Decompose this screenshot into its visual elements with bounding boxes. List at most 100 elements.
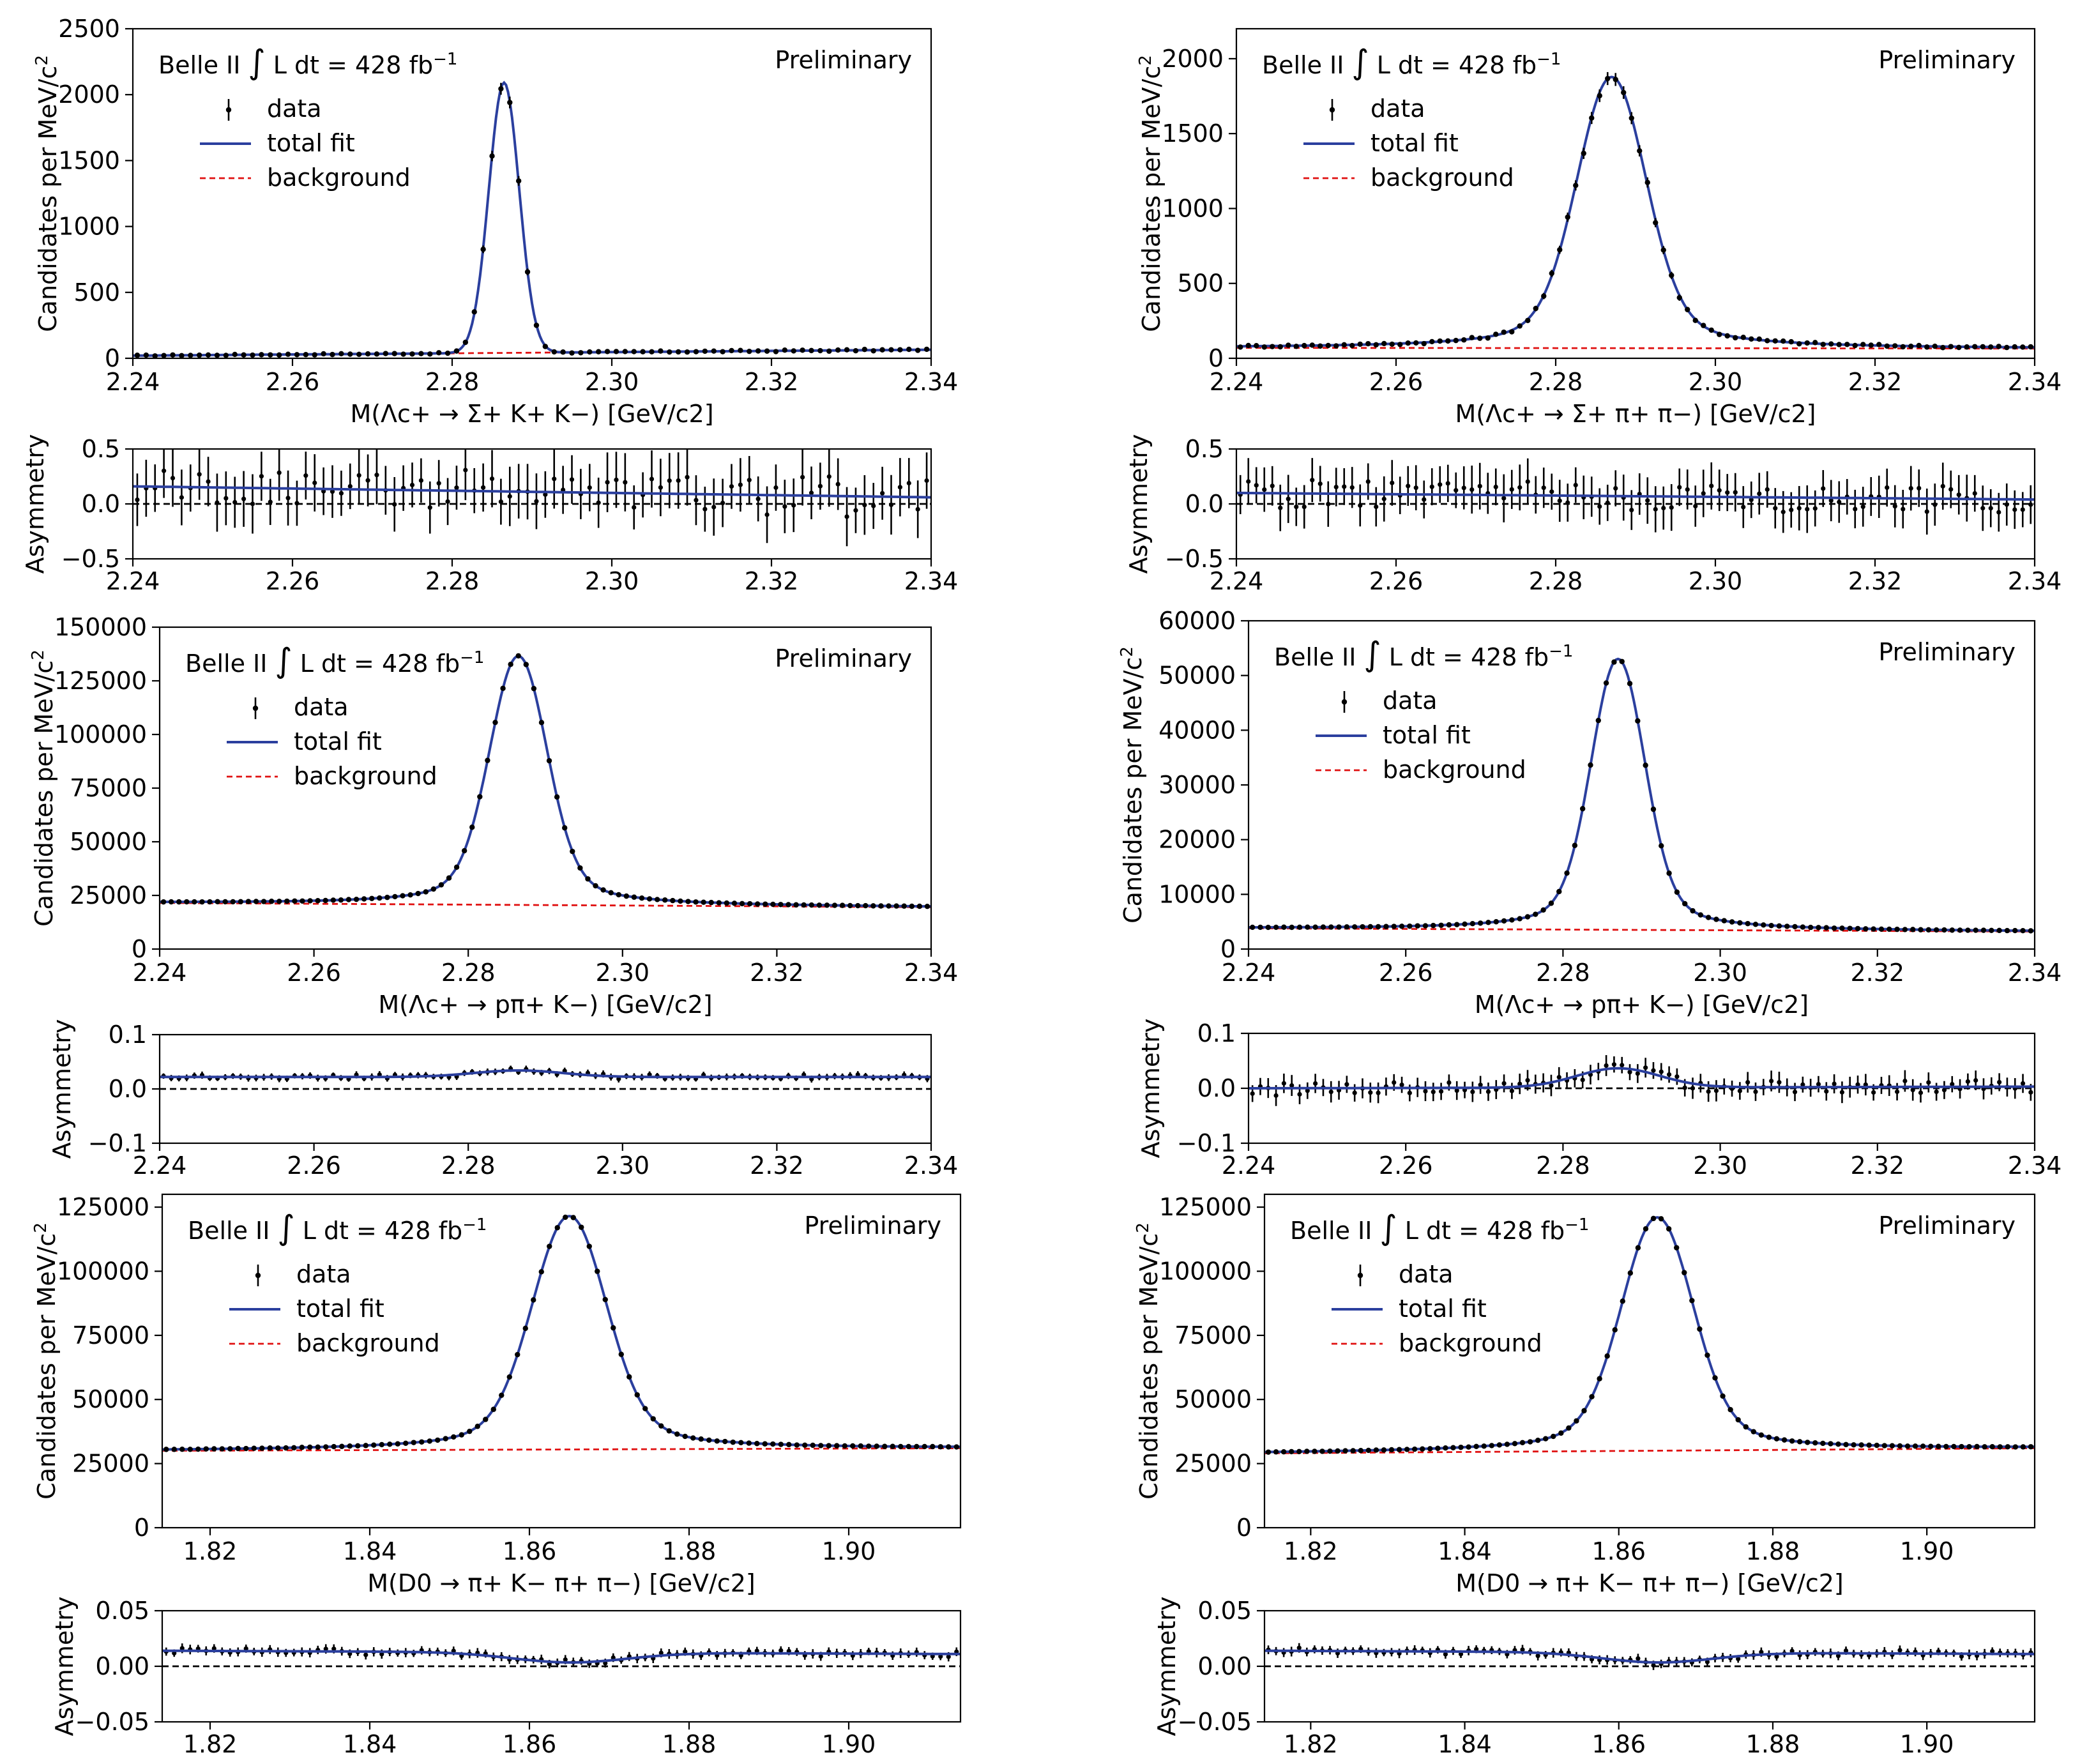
data-point bbox=[515, 1351, 520, 1358]
data-point bbox=[538, 1269, 544, 1275]
data-point bbox=[685, 899, 691, 904]
asym-data-point bbox=[1757, 491, 1762, 496]
asym-y-tick-label: 0.5 bbox=[82, 435, 120, 463]
data-point bbox=[1708, 327, 1714, 333]
data-point bbox=[1858, 1442, 1864, 1448]
data-point bbox=[195, 1446, 201, 1452]
asym-data-point bbox=[1278, 505, 1283, 510]
y-tick-label: 40000 bbox=[1158, 716, 1236, 744]
data-point bbox=[331, 1443, 337, 1450]
data-point bbox=[563, 1214, 568, 1220]
asym-data-point bbox=[1902, 1078, 1908, 1084]
asym-data-point bbox=[1525, 1077, 1530, 1083]
asym-data-point bbox=[427, 505, 432, 510]
data-point bbox=[693, 349, 699, 354]
data-point bbox=[407, 892, 413, 898]
asym-data-point bbox=[616, 1076, 621, 1081]
data-point bbox=[670, 897, 676, 904]
asym-data-point bbox=[1565, 500, 1570, 505]
data-point bbox=[793, 902, 799, 908]
asym-data-point bbox=[623, 480, 628, 485]
data-point bbox=[227, 1446, 233, 1452]
asym-data-point bbox=[135, 497, 140, 503]
data-point bbox=[462, 339, 469, 346]
data-point bbox=[531, 685, 537, 692]
asym-data-point bbox=[1713, 1088, 1719, 1093]
data-point bbox=[1407, 923, 1413, 929]
data-point bbox=[498, 86, 504, 92]
data-point bbox=[1839, 925, 1845, 931]
data-point bbox=[377, 895, 383, 901]
data-point bbox=[862, 346, 868, 353]
data-point bbox=[1701, 323, 1706, 328]
asym-data-point bbox=[1549, 1083, 1554, 1088]
data-point bbox=[701, 899, 706, 905]
asym-data-point bbox=[605, 480, 610, 485]
data-point bbox=[363, 1443, 368, 1448]
data-point bbox=[179, 1446, 185, 1452]
data-point bbox=[168, 899, 174, 905]
x-tick-label: 1.88 bbox=[662, 1537, 717, 1565]
data-point bbox=[300, 898, 305, 904]
data-point bbox=[1305, 924, 1310, 930]
asym-data-point bbox=[1381, 496, 1386, 501]
data-point bbox=[1349, 342, 1355, 349]
data-point bbox=[1737, 920, 1743, 926]
data-point bbox=[1535, 1437, 1541, 1443]
data-point bbox=[1717, 331, 1722, 337]
asym-x-tick-label: 2.30 bbox=[1693, 1152, 1747, 1180]
y-tick-label: 100000 bbox=[57, 1257, 149, 1285]
asym-data-point bbox=[1835, 1654, 1841, 1659]
data-point bbox=[834, 1443, 840, 1448]
data-point bbox=[1823, 925, 1829, 931]
data-point bbox=[230, 899, 236, 905]
data-point bbox=[816, 902, 823, 908]
asym-data-point bbox=[563, 1657, 568, 1662]
data-point bbox=[1458, 1444, 1464, 1450]
data-point bbox=[1446, 922, 1452, 928]
data-point bbox=[649, 349, 655, 355]
data-point bbox=[268, 352, 273, 358]
data-point bbox=[2004, 344, 2010, 351]
asym-data-point bbox=[1741, 505, 1746, 510]
asym-data-point bbox=[1296, 1645, 1302, 1650]
y-tick-label: 2500 bbox=[58, 15, 120, 43]
asym-y-tick-label: 0.5 bbox=[1185, 435, 1224, 463]
legend-entry-background: background bbox=[296, 1329, 440, 1357]
data-point bbox=[1966, 1444, 1972, 1450]
y-tick-label: 1500 bbox=[58, 146, 120, 174]
data-point bbox=[714, 1438, 720, 1444]
data-point bbox=[203, 1446, 209, 1452]
data-point bbox=[538, 720, 545, 726]
data-point bbox=[1572, 842, 1578, 848]
data-point bbox=[667, 349, 672, 355]
legend-header: Belle II ∫ L dt = 428 fb−1 bbox=[1274, 635, 1573, 674]
asym-plot-area bbox=[162, 1643, 961, 1669]
main-panel-ppik-1: 2.24 2.26 2.28 2.30 2.32 2.34 0 25000 50000 75000… bbox=[29, 613, 958, 1019]
data-point bbox=[365, 351, 371, 357]
asym-data-point bbox=[1392, 1080, 1397, 1085]
data-point bbox=[1627, 681, 1633, 687]
data-point bbox=[1357, 341, 1363, 347]
asym-data-point bbox=[1541, 485, 1546, 490]
data-point bbox=[507, 100, 513, 105]
data-point bbox=[1611, 659, 1617, 665]
asym-x-tick-label: 1.90 bbox=[1900, 1730, 1954, 1758]
data-point bbox=[387, 1441, 393, 1447]
x-tick-label: 2.34 bbox=[2008, 959, 2062, 987]
data-point bbox=[1429, 338, 1435, 345]
asym-data-point bbox=[277, 470, 282, 475]
data-point bbox=[778, 902, 784, 908]
data-point bbox=[1784, 924, 1790, 929]
data-point bbox=[241, 352, 247, 358]
data-point bbox=[579, 1224, 584, 1230]
y-tick-label: 100000 bbox=[1159, 1257, 1252, 1285]
data-point bbox=[469, 825, 475, 830]
data-point bbox=[1733, 335, 1738, 341]
data-point bbox=[720, 349, 725, 354]
data-point bbox=[1705, 915, 1712, 920]
y-tick-label: 150000 bbox=[54, 613, 147, 641]
preliminary-label: Preliminary bbox=[1878, 638, 2016, 666]
data-point bbox=[307, 898, 313, 904]
asym-data-point bbox=[1941, 1088, 1947, 1093]
